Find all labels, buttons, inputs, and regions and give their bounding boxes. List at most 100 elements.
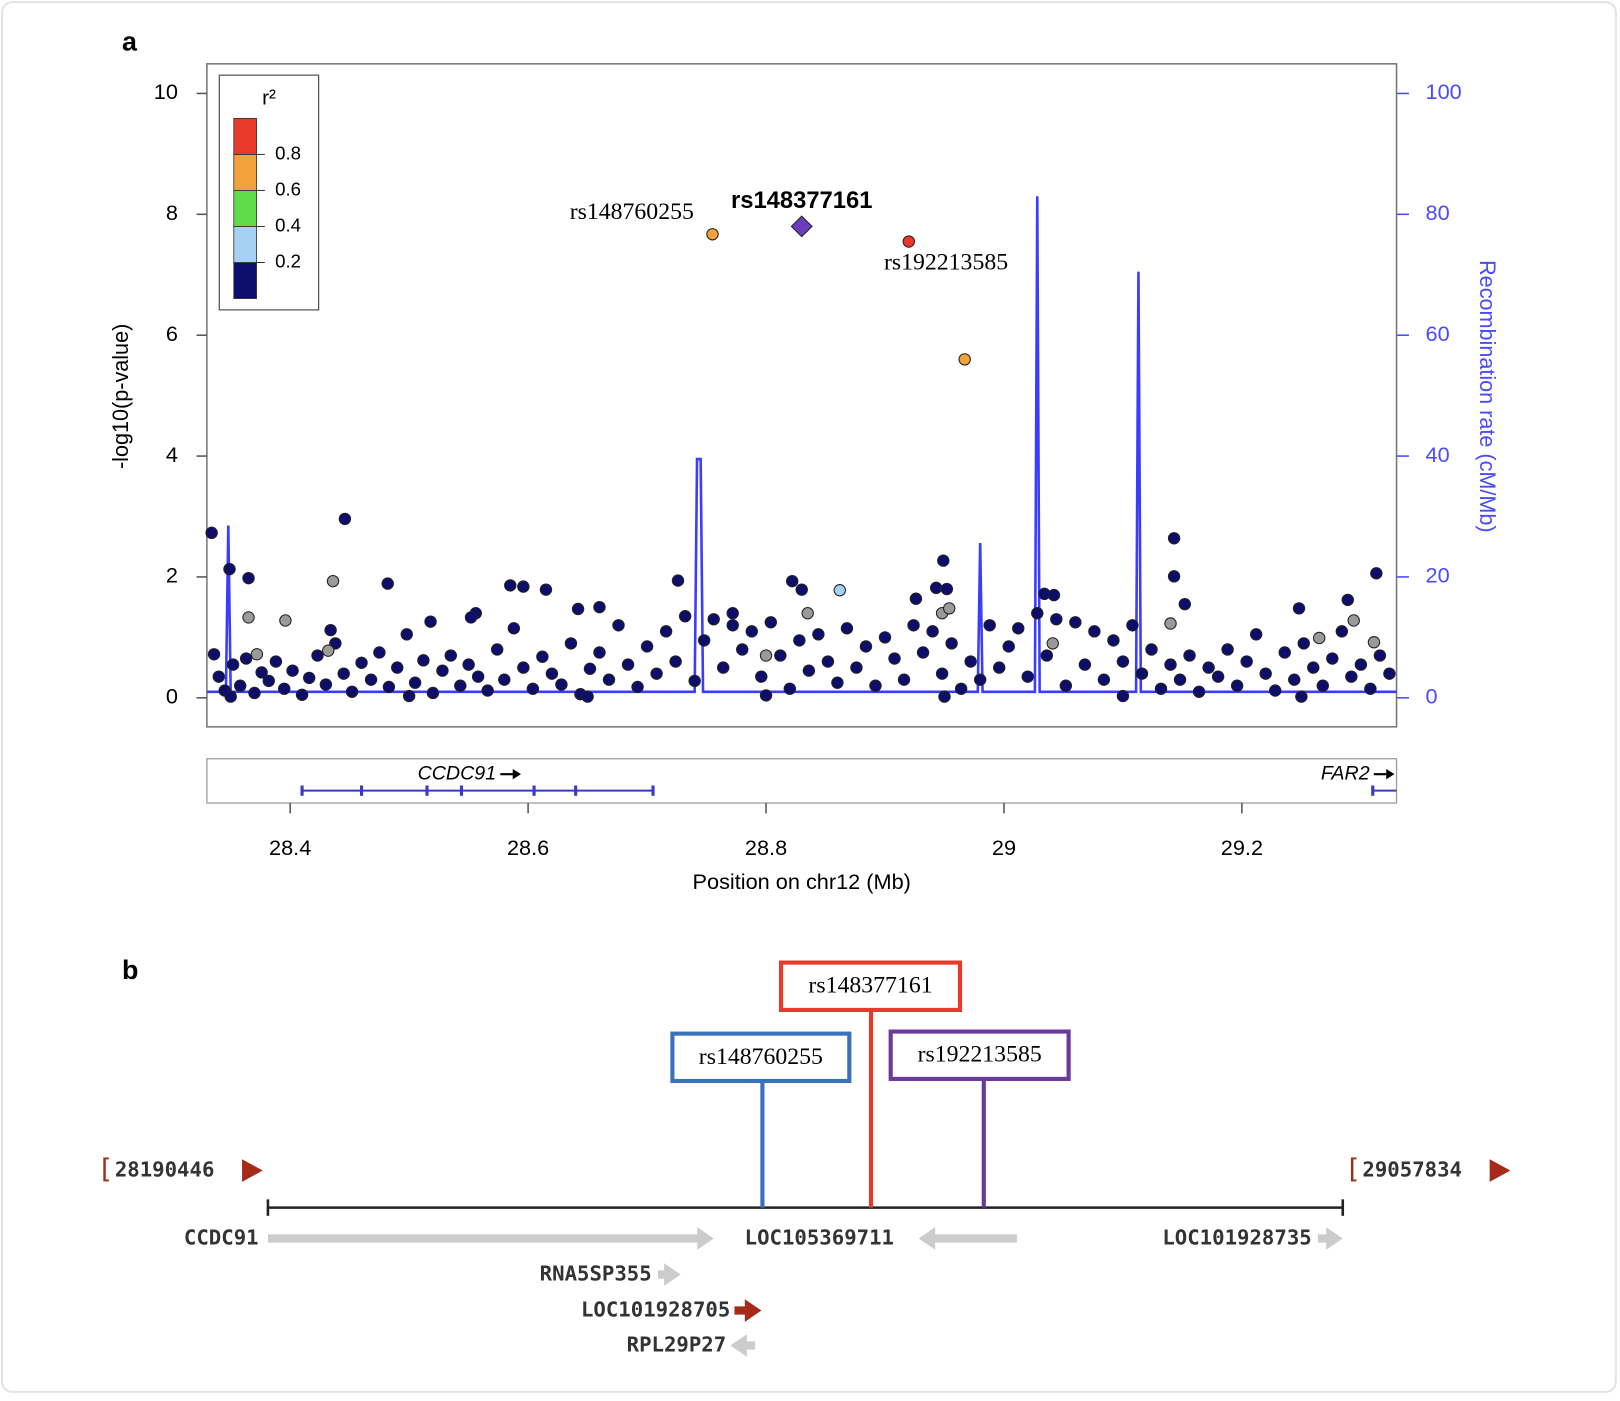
- snp-point: [954, 682, 968, 695]
- snp-point: [593, 646, 606, 659]
- snp-point: [850, 661, 863, 674]
- snp-label: rs192213585: [884, 250, 1008, 276]
- snp-point: [279, 614, 292, 627]
- snp-point: [783, 682, 797, 695]
- snp-point: [774, 649, 787, 662]
- panel-label: b: [122, 955, 138, 985]
- snp-point: [278, 682, 291, 695]
- snp-point: [471, 670, 485, 683]
- snp-point: [1383, 667, 1396, 680]
- coord-flag: [1489, 1159, 1511, 1182]
- y2-tick-label: 60: [1426, 321, 1450, 346]
- snp-point: [759, 689, 773, 702]
- snp-point: [207, 648, 221, 661]
- gene-name: RNA5SP355: [540, 1262, 652, 1286]
- snp-point: [1202, 661, 1215, 674]
- snp-point: [539, 583, 553, 596]
- gene-arrow: [657, 1263, 681, 1286]
- gene-name: CCDC91: [184, 1226, 259, 1250]
- y-tick-label: 10: [154, 79, 178, 104]
- gene-arrow: [730, 1334, 756, 1357]
- snp-point: [417, 654, 430, 667]
- snp-point: [1002, 640, 1015, 653]
- snp-point: [888, 652, 901, 665]
- snp-point: [1345, 670, 1358, 683]
- gene-arrow: [1317, 1227, 1343, 1250]
- x-tick-label: 28.4: [269, 835, 311, 860]
- y2-tick-label: 100: [1426, 79, 1462, 104]
- snp-point: [319, 678, 333, 691]
- snp-point: [1192, 685, 1206, 698]
- snp-point: [464, 611, 478, 624]
- coord-flag: [242, 1159, 263, 1182]
- legend-tick-label: 0.4: [275, 214, 301, 235]
- snp-point: [801, 607, 814, 620]
- gene-name: LOC105369711: [745, 1226, 894, 1250]
- snp-point: [937, 554, 950, 567]
- snp-point: [726, 607, 739, 620]
- x-tick-label: 29.2: [1221, 835, 1263, 860]
- snp-point: [504, 579, 517, 592]
- snp-point: [498, 673, 511, 686]
- snp-point: [1335, 625, 1349, 638]
- gene-arrow: [918, 1227, 1017, 1250]
- snp-point: [697, 634, 711, 647]
- legend-swatch: [233, 262, 257, 299]
- snp-point: [205, 526, 218, 539]
- snp-point: [1307, 661, 1320, 674]
- snp-point: [964, 655, 977, 668]
- legend-tick-label: 0.2: [275, 250, 301, 271]
- plot-frame: [206, 63, 1398, 728]
- snp-point: [1316, 679, 1329, 692]
- snp-point: [678, 610, 692, 623]
- y-tick-label: 0: [166, 684, 178, 709]
- snp-point: [1326, 652, 1339, 665]
- snp-box-label: rs192213585: [918, 1042, 1042, 1068]
- snp-point: [1164, 617, 1177, 630]
- snp-point: [517, 661, 530, 674]
- snp-point: [1230, 679, 1244, 692]
- snp-label: rs148377161: [731, 188, 872, 214]
- snp-point: [650, 667, 663, 680]
- snp-point: [337, 667, 350, 680]
- snp-point: [355, 656, 368, 669]
- gene-label: FAR2: [1321, 762, 1370, 784]
- snp-point: [759, 649, 773, 662]
- snp-point: [571, 602, 585, 616]
- snp-point: [226, 658, 240, 671]
- snp-point: [707, 613, 720, 626]
- snp-point: [907, 619, 920, 632]
- snp-point: [402, 689, 416, 703]
- snp-point: [564, 637, 578, 650]
- snp-point: [338, 512, 352, 526]
- snp-point: [1364, 682, 1377, 695]
- snp-point: [1173, 673, 1187, 686]
- snp-point: [736, 643, 749, 656]
- snp-point: [400, 628, 413, 641]
- snp-box: [670, 1031, 852, 1084]
- legend-swatch: [233, 190, 257, 227]
- snp-point: [555, 678, 568, 691]
- snp-point: [364, 673, 378, 686]
- snp-point: [1059, 679, 1073, 692]
- gene-name: LOC101928705: [581, 1298, 730, 1322]
- snp-point: [1040, 649, 1054, 662]
- snp-point: [1370, 567, 1383, 580]
- snp-label: rs148760255: [570, 199, 694, 225]
- snp-point: [1107, 634, 1120, 647]
- snp-point: [745, 625, 758, 638]
- y2-tick-label: 80: [1426, 200, 1450, 225]
- snp-point: [1154, 682, 1168, 695]
- snp-point: [1097, 673, 1111, 686]
- snp-point: [1259, 667, 1272, 680]
- snp-point: [1135, 667, 1149, 680]
- snp-point: [286, 664, 299, 677]
- snp-point: [255, 666, 268, 679]
- snp-point: [322, 644, 335, 657]
- snp-point: [973, 673, 987, 686]
- snp-point: [1313, 631, 1326, 645]
- snp-point: [602, 673, 616, 686]
- snp-point: [640, 640, 654, 653]
